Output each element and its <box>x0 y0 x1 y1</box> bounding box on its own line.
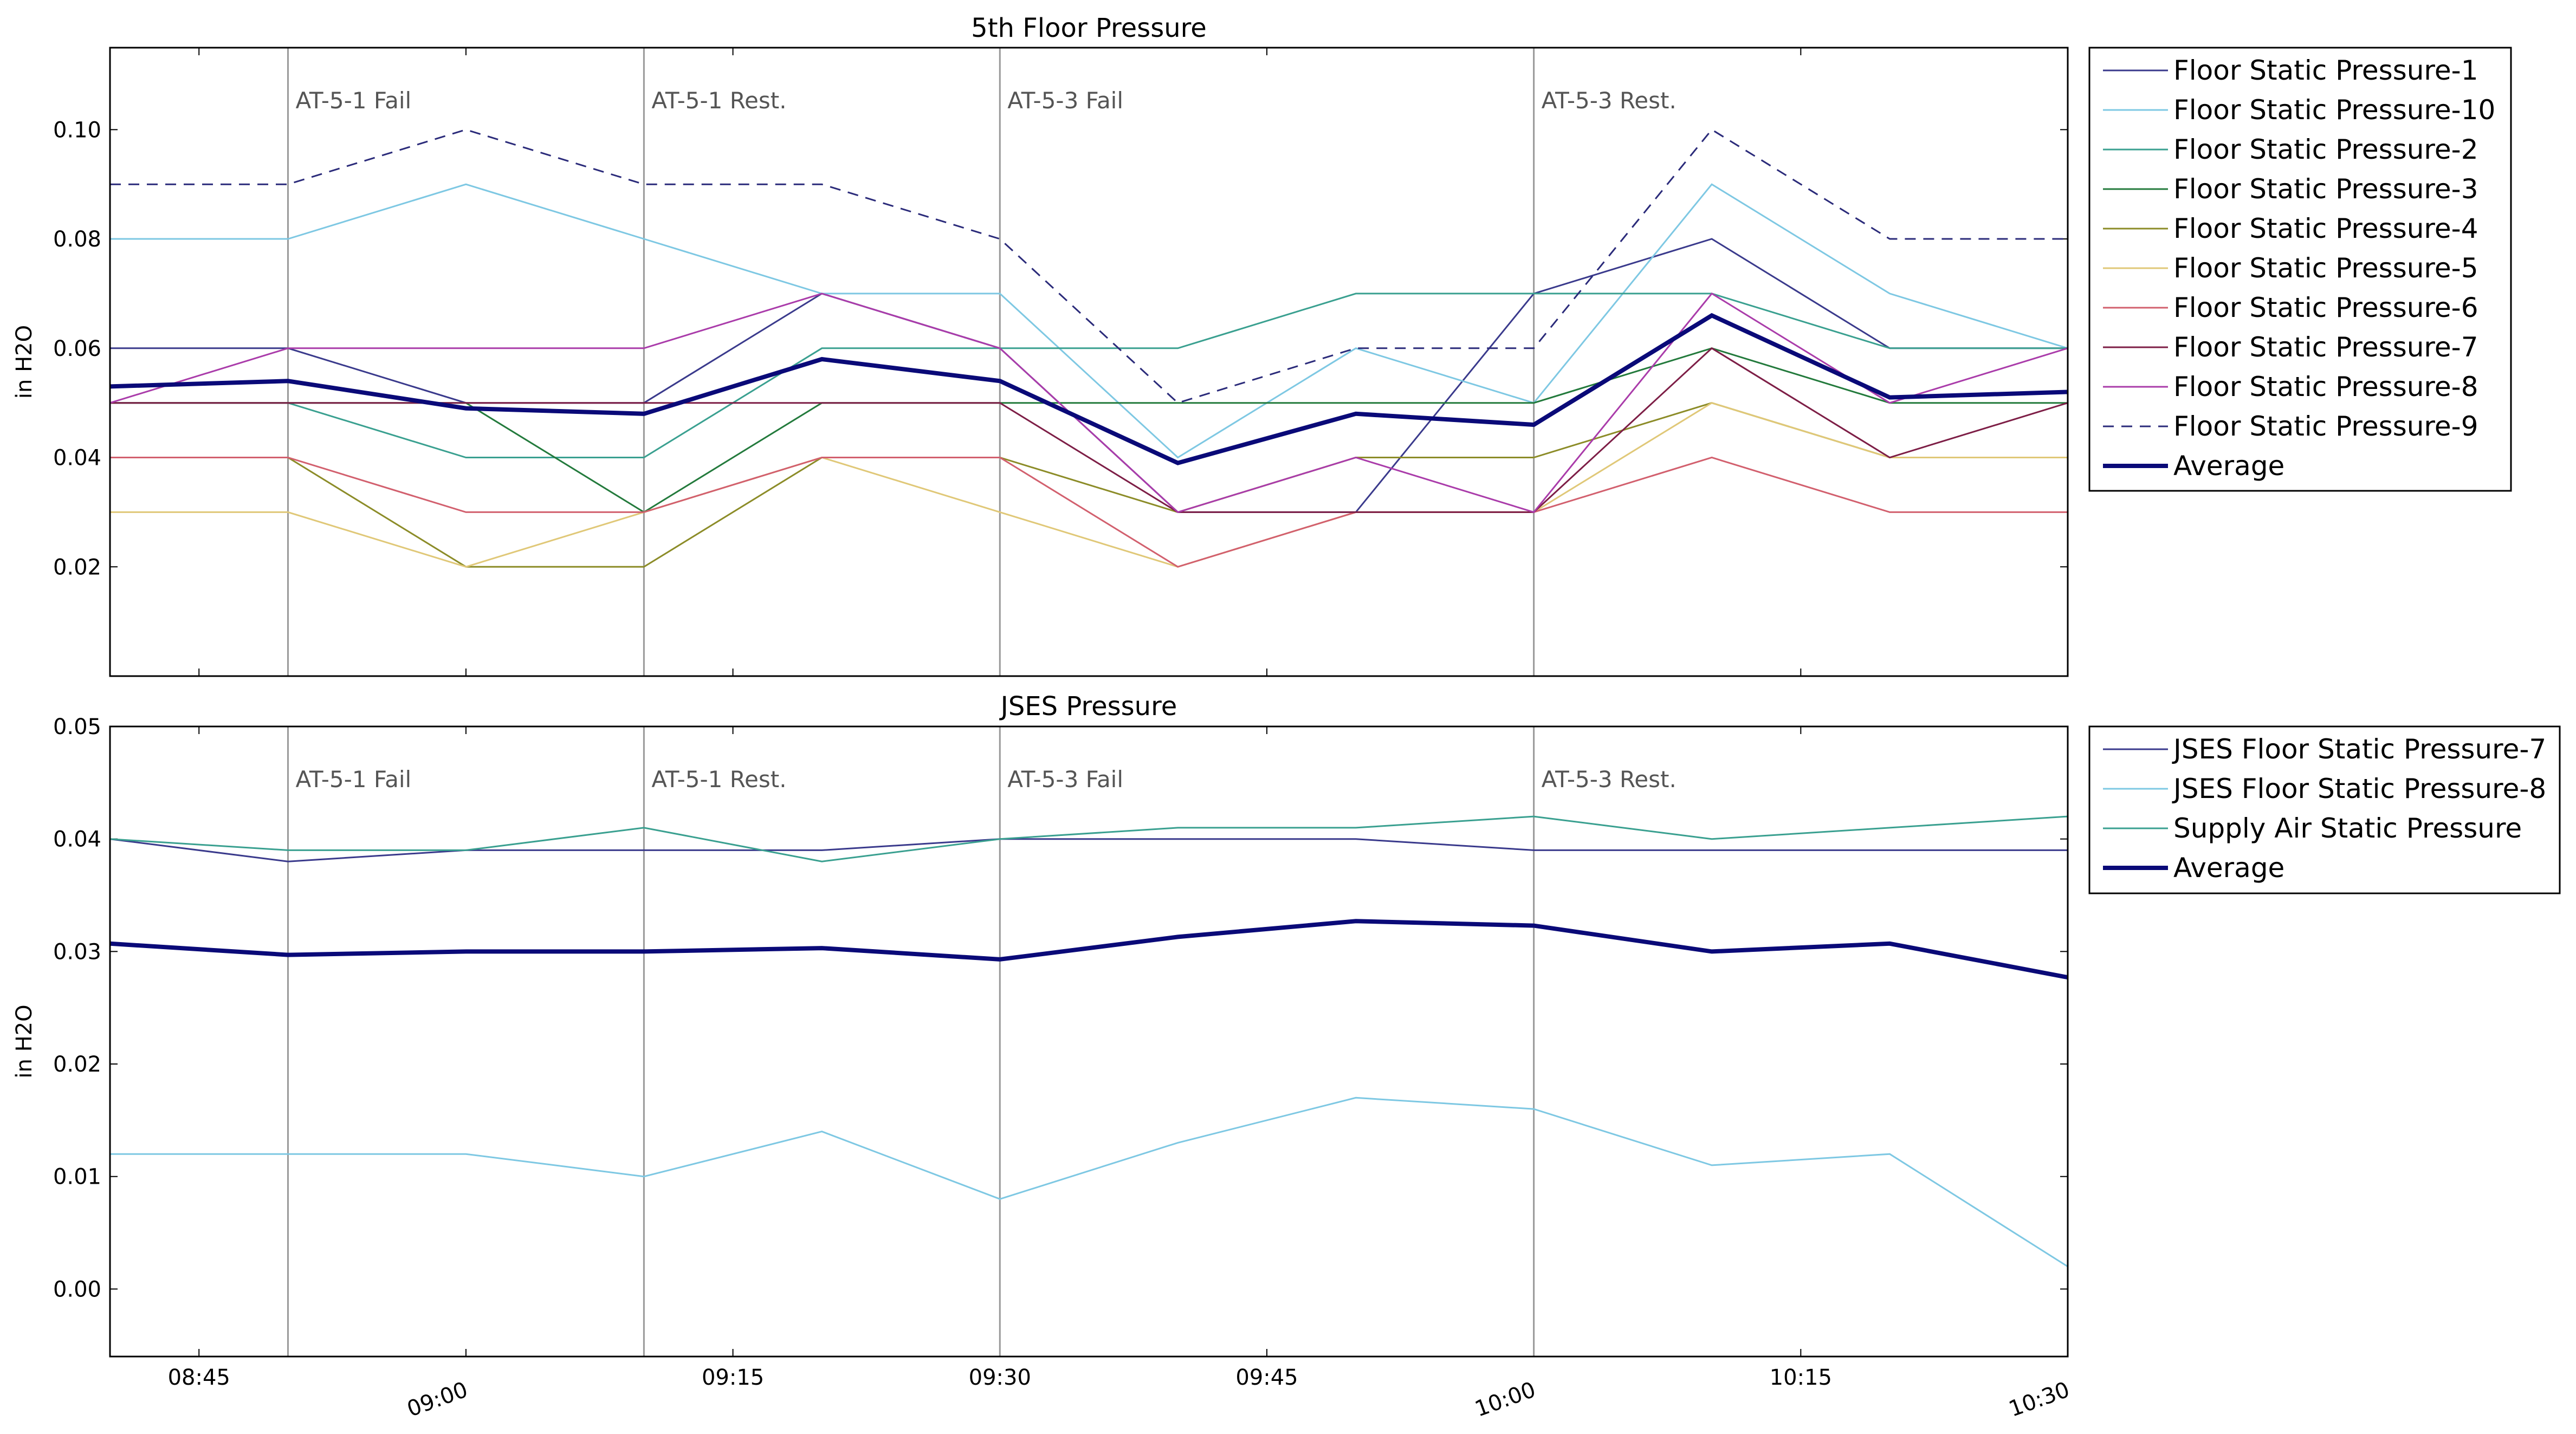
legend-label: Floor Static Pressure-5 <box>2173 252 2478 284</box>
event-annotation: AT-5-3 Fail <box>1007 87 1123 114</box>
series-line <box>110 456 2068 568</box>
plot-frame <box>109 725 2069 1358</box>
series-line <box>110 402 2068 568</box>
series-line <box>110 1096 2068 1268</box>
legend-label: Average <box>2173 852 2284 884</box>
y-tick-label: 0.06 <box>53 336 101 361</box>
legend-box <box>2088 725 2561 894</box>
legend-label: Average <box>2173 450 2284 482</box>
series-line <box>110 293 2068 458</box>
series-line <box>110 183 2068 459</box>
legend-box <box>2088 47 2512 492</box>
x-tick-label: 09:45 <box>1235 1365 1298 1390</box>
y-tick-label: 0.03 <box>53 939 101 964</box>
y-tick-label: 0.00 <box>53 1277 101 1302</box>
event-annotation: AT-5-1 Fail <box>295 87 411 114</box>
y-axis-label: in H2O <box>12 1004 37 1078</box>
event-annotation: AT-5-1 Rest. <box>651 87 786 114</box>
legend-label: JSES Floor Static Pressure-8 <box>2172 773 2546 804</box>
y-axis-label: in H2O <box>12 325 37 399</box>
legend-label: Floor Static Pressure-10 <box>2173 94 2495 126</box>
legend-label: Floor Static Pressure-3 <box>2173 173 2478 205</box>
event-annotation: AT-5-3 Rest. <box>1542 766 1677 793</box>
y-tick-label: 0.05 <box>53 715 101 739</box>
legend-label: Floor Static Pressure-2 <box>2173 134 2478 165</box>
legend: Floor Static Pressure-1 Floor Static Pres… <box>2088 47 2512 492</box>
event-annotation: AT-5-1 Rest. <box>651 766 786 793</box>
event-annotation: AT-5-3 Fail <box>1007 766 1123 793</box>
legend-label: JSES Floor Static Pressure-7 <box>2172 734 2546 765</box>
y-tick-label: 0.01 <box>53 1165 101 1190</box>
x-tick-label: 10:15 <box>1770 1365 1832 1390</box>
y-tick-label: 0.10 <box>53 118 101 142</box>
legend-label: Floor Static Pressure-8 <box>2173 371 2478 403</box>
series-line <box>109 313 2068 465</box>
y-tick-label: 0.02 <box>53 555 101 580</box>
x-tick-label: 10:30 <box>2005 1377 2073 1422</box>
x-tick-label: 09:30 <box>969 1365 1031 1390</box>
legend-label: Floor Static Pressure-6 <box>2173 292 2478 323</box>
plot-frame <box>109 47 2069 677</box>
legend-label: Floor Static Pressure-7 <box>2173 332 2478 363</box>
y-tick-label: 0.02 <box>53 1052 101 1077</box>
chart-title: JSES Pressure <box>999 691 1177 722</box>
series-line <box>110 128 2068 404</box>
series-line <box>110 402 2068 568</box>
series-line <box>109 919 2068 980</box>
event-annotation: AT-5-1 Fail <box>295 766 411 793</box>
series-line <box>109 838 2068 862</box>
chart-panel: JSES Pressure in H2O 0.00 0.01 0.02 0.03 0.04 0… <box>12 691 2561 1422</box>
x-tick-label: 09:15 <box>702 1365 764 1390</box>
legend-label: Floor Static Pressure-1 <box>2173 55 2478 86</box>
x-tick-label: 08:45 <box>168 1365 230 1390</box>
legend-label: Floor Static Pressure-9 <box>2173 411 2478 442</box>
x-tick-label: 10:00 <box>1472 1377 1539 1422</box>
y-tick-label: 0.04 <box>53 446 101 471</box>
x-tick-label: 09:00 <box>404 1377 471 1422</box>
y-tick-label: 0.08 <box>53 227 101 252</box>
chart-panel: 5th Floor Pressure in H2O 0.02 0.04 0.06 0.08… <box>12 13 2512 677</box>
legend-label: Supply Air Static Pressure <box>2173 813 2522 844</box>
chart-title: 5th Floor Pressure <box>971 13 1207 43</box>
legend-label: Floor Static Pressure-4 <box>2173 213 2478 244</box>
legend: JSES Floor Static Pressure-7 JSES Floor S… <box>2088 725 2561 894</box>
y-tick-label: 0.04 <box>53 827 101 852</box>
series-line <box>109 815 2068 862</box>
event-annotation: AT-5-3 Rest. <box>1542 87 1677 114</box>
series-line <box>109 292 2068 514</box>
